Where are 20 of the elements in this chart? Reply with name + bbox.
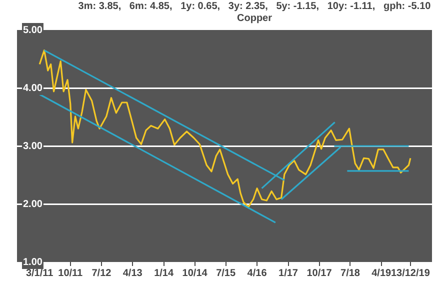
x-tick-label: 10/14 <box>182 268 208 279</box>
y-tick-label: 2.00 <box>23 198 43 210</box>
x-tick-label: 7/15 <box>216 268 236 279</box>
chart-title: Copper <box>237 12 272 24</box>
x-tick-label: 13/12/19 <box>390 268 430 279</box>
x-tick-label: 7/12 <box>92 268 112 279</box>
x-tick-label: 10/11 <box>58 268 84 279</box>
y-tick-label: 3.00 <box>23 140 43 152</box>
x-tick-label: 7/18 <box>340 268 360 279</box>
x-tick-label: 1/14 <box>154 268 174 279</box>
y-tick-label: 1.00 <box>23 256 43 268</box>
x-tick-label: 4/19 <box>372 268 392 279</box>
x-tick-label: 4/13 <box>122 268 143 279</box>
x-tick-label: 1/17 <box>278 268 298 279</box>
x-tick-label: 10/17 <box>306 268 332 279</box>
x-tick-label: 4/16 <box>247 268 268 279</box>
y-tick-label: 4.00 <box>23 82 43 94</box>
x-tick-label: 3/1/11 <box>26 268 54 279</box>
text: 3m: 3.85, 6m: 4.85, 1y: 0.65, 3y: 2.35, 5y: -1.15, 10y: -1.11, gph: -5.10 <box>78 0 432 12</box>
y-tick-label: 5.00 <box>23 24 43 36</box>
